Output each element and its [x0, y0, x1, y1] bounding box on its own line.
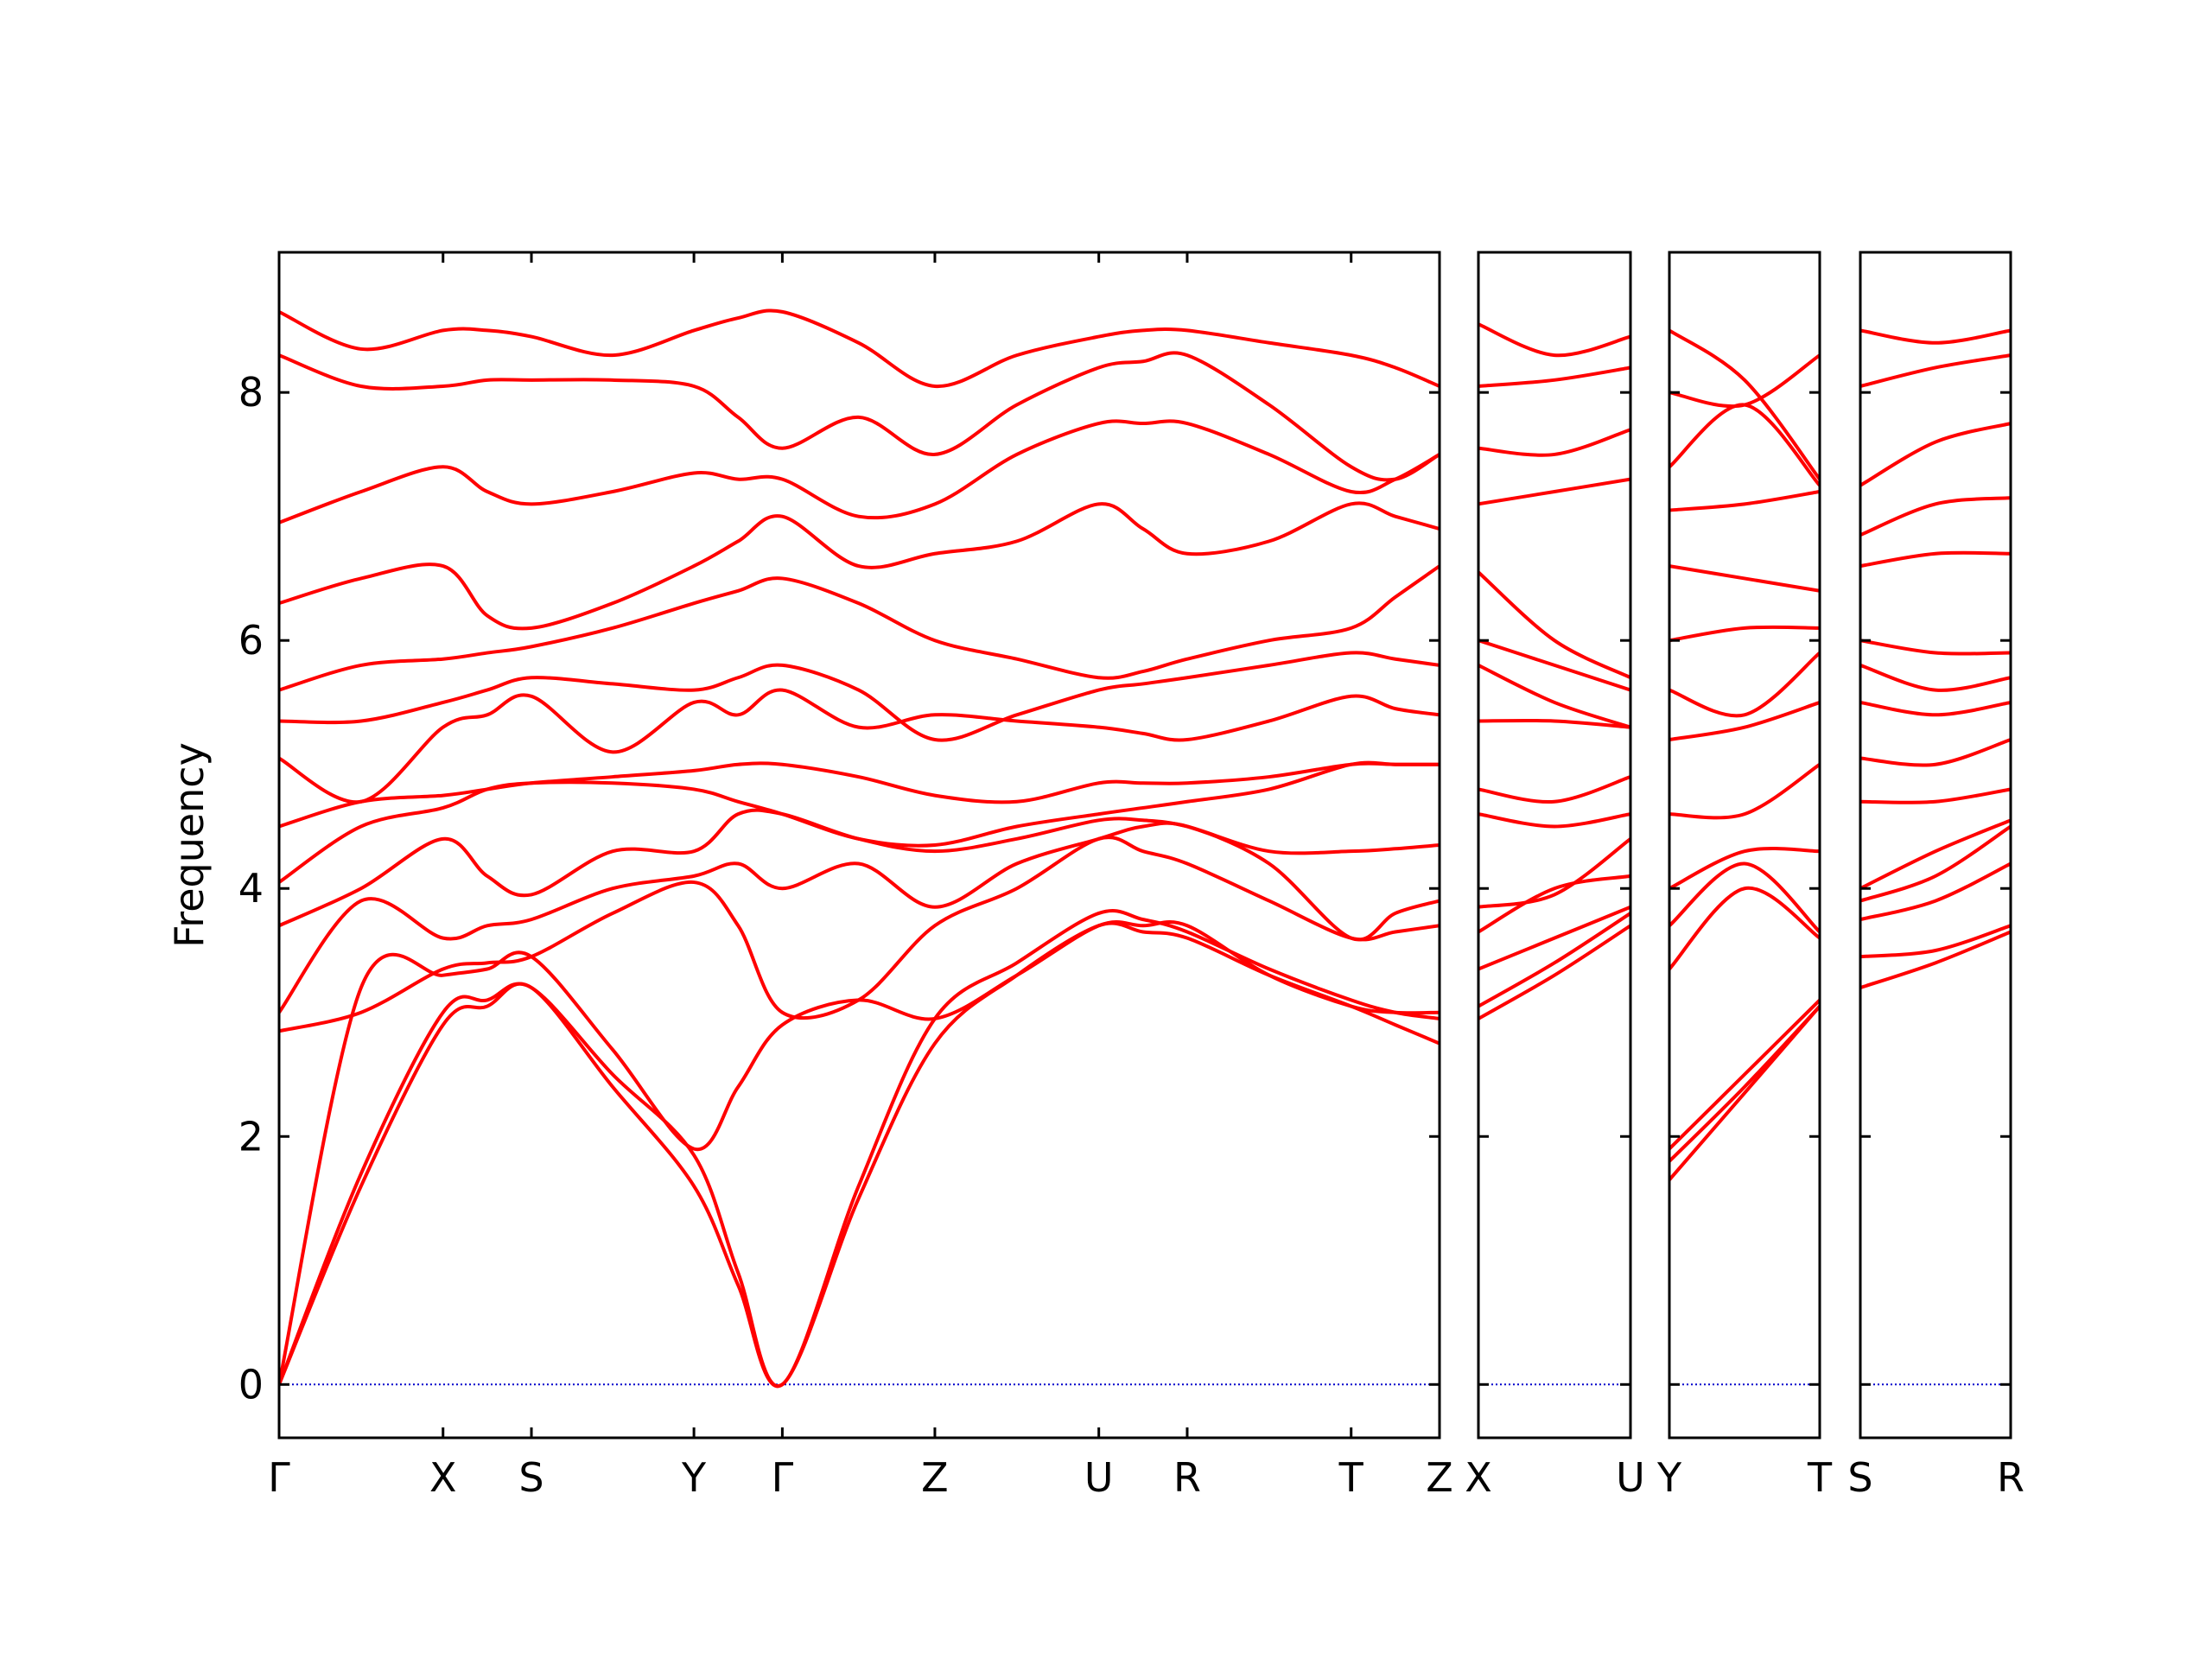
band-line [1478, 477, 1630, 506]
band-line [1860, 496, 2011, 537]
band-line [1669, 847, 1820, 891]
band-line [1860, 700, 2011, 717]
panel-frame [1477, 251, 1632, 1440]
panel-frame [1668, 251, 1821, 1440]
x-tick-label: X [429, 1454, 457, 1501]
band-line [1478, 428, 1630, 457]
band-line [279, 836, 1440, 1033]
band-line [279, 308, 1440, 389]
band-line [279, 419, 1440, 524]
band-line [279, 821, 1440, 1014]
x-tick-label: R [1173, 1454, 1201, 1501]
band-line [1669, 887, 1820, 970]
band-line [279, 921, 1440, 1389]
x-tick-label: T [1807, 1454, 1833, 1501]
band-line [279, 351, 1440, 482]
band-line [1478, 664, 1630, 729]
x-tick-label: U [1084, 1454, 1114, 1501]
band-line [279, 564, 1440, 692]
band-line [1669, 490, 1820, 512]
y-tick-label: 8 [238, 369, 264, 416]
band-line [1669, 625, 1820, 643]
band-line [1669, 1005, 1820, 1163]
band-line [279, 761, 1440, 829]
band-line [1860, 924, 2011, 959]
band-line [1478, 570, 1630, 680]
band-line [1478, 639, 1630, 692]
x-tick-label: U [1616, 1454, 1645, 1501]
band-line [1860, 639, 2011, 656]
band-line [1669, 701, 1820, 741]
band-line [1860, 353, 2011, 388]
band-line [1478, 718, 1630, 729]
band-line [279, 808, 1440, 928]
band-line [1860, 422, 2011, 487]
y-tick-label: 0 [238, 1361, 264, 1408]
band-line [279, 651, 1440, 742]
panel-frame [1859, 251, 2012, 1440]
band-line [1478, 874, 1630, 934]
y-tick-label: 2 [238, 1113, 264, 1160]
x-tick-label: X [1465, 1454, 1492, 1501]
x-tick-label: T [1338, 1454, 1364, 1501]
band-line [1669, 353, 1820, 409]
band-line [1478, 775, 1630, 804]
band-line [1860, 861, 2011, 922]
band-line [1860, 787, 2011, 804]
band-line [1669, 652, 1820, 718]
band-line [1478, 365, 1630, 388]
band-line [1478, 322, 1630, 358]
band-line [1860, 664, 2011, 692]
x-tick-label: Z [1426, 1454, 1453, 1501]
y-axis-label: Frequency [166, 742, 213, 948]
band-line [1860, 550, 2011, 569]
band-line [1860, 328, 2011, 345]
band-line [1860, 738, 2011, 767]
band-line [1860, 824, 2011, 903]
band-line [1478, 912, 1630, 1008]
band-line [1860, 818, 2011, 891]
band-line [1669, 998, 1820, 1151]
x-tick-label: R [1997, 1454, 2024, 1501]
band-line [1478, 812, 1630, 829]
x-tick-label: Y [681, 1454, 707, 1501]
y-tick-label: 4 [238, 865, 264, 912]
x-tick-label: S [1847, 1454, 1872, 1501]
x-tick-label: Γ [268, 1454, 290, 1501]
x-tick-label: Z [921, 1454, 949, 1501]
band-line [279, 501, 1440, 631]
band-line [1860, 930, 2011, 989]
band-line [1478, 924, 1630, 1020]
band-line [279, 909, 1440, 1389]
y-tick-label: 6 [238, 617, 264, 664]
x-tick-label: Y [1656, 1454, 1682, 1501]
band-line [1669, 861, 1820, 933]
band-line [1669, 763, 1820, 820]
band-line [1669, 328, 1820, 480]
band-line [1669, 564, 1820, 593]
panel-frame [277, 251, 1441, 1440]
x-tick-label: Γ [772, 1454, 794, 1501]
band-line [1478, 837, 1630, 909]
band-line [279, 920, 1440, 1385]
band-line [279, 688, 1440, 804]
x-tick-label: S [518, 1454, 543, 1501]
band-line [1478, 905, 1630, 971]
